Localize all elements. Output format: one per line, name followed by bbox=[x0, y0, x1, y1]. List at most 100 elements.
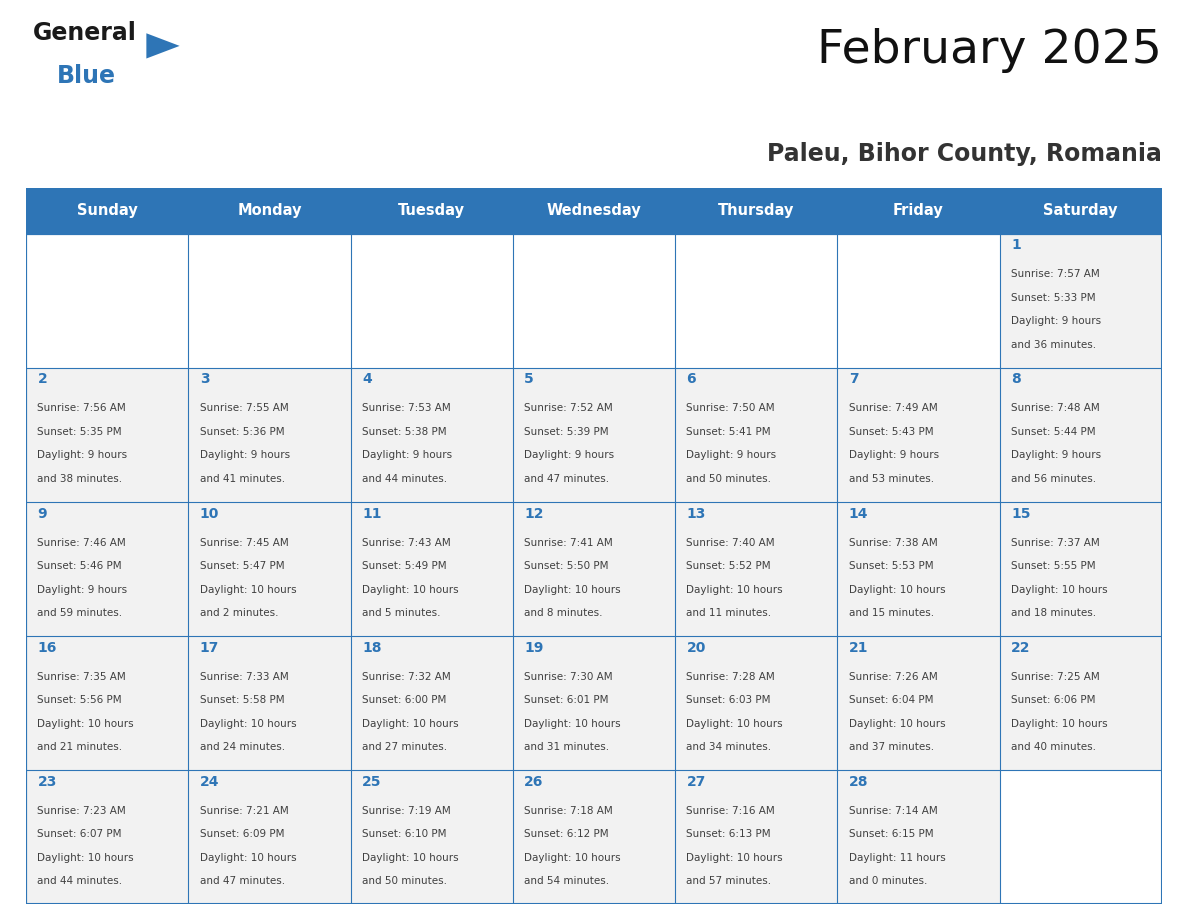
Text: Sunrise: 7:41 AM: Sunrise: 7:41 AM bbox=[524, 538, 613, 548]
Text: 23: 23 bbox=[38, 775, 57, 789]
Text: 18: 18 bbox=[362, 641, 381, 655]
Text: 19: 19 bbox=[524, 641, 544, 655]
Text: Sunset: 6:13 PM: Sunset: 6:13 PM bbox=[687, 829, 771, 839]
Text: Sunrise: 7:38 AM: Sunrise: 7:38 AM bbox=[848, 538, 937, 548]
Bar bbox=[838, 233, 999, 368]
Text: Sunrise: 7:49 AM: Sunrise: 7:49 AM bbox=[848, 404, 937, 413]
Text: Daylight: 10 hours: Daylight: 10 hours bbox=[848, 585, 946, 595]
Bar bbox=[26, 233, 189, 368]
Text: 28: 28 bbox=[848, 775, 868, 789]
Text: Sunrise: 7:48 AM: Sunrise: 7:48 AM bbox=[1011, 404, 1100, 413]
Text: Sunrise: 7:55 AM: Sunrise: 7:55 AM bbox=[200, 404, 289, 413]
Text: and 53 minutes.: and 53 minutes. bbox=[848, 474, 934, 484]
Text: 8: 8 bbox=[1011, 373, 1020, 386]
Text: Sunrise: 7:18 AM: Sunrise: 7:18 AM bbox=[524, 806, 613, 816]
Text: Daylight: 10 hours: Daylight: 10 hours bbox=[687, 719, 783, 729]
Text: and 40 minutes.: and 40 minutes. bbox=[1011, 742, 1097, 752]
Bar bbox=[26, 188, 189, 233]
Bar bbox=[189, 188, 350, 233]
Text: and 21 minutes.: and 21 minutes. bbox=[38, 742, 122, 752]
Text: Monday: Monday bbox=[238, 204, 302, 218]
Text: Wednesday: Wednesday bbox=[546, 204, 642, 218]
Text: and 59 minutes.: and 59 minutes. bbox=[38, 608, 122, 618]
Text: Daylight: 10 hours: Daylight: 10 hours bbox=[362, 719, 459, 729]
Text: Sunset: 6:04 PM: Sunset: 6:04 PM bbox=[848, 695, 934, 705]
Text: 22: 22 bbox=[1011, 641, 1030, 655]
Text: Sunrise: 7:40 AM: Sunrise: 7:40 AM bbox=[687, 538, 775, 548]
Bar bbox=[189, 368, 350, 502]
Text: and 31 minutes.: and 31 minutes. bbox=[524, 742, 609, 752]
Text: Saturday: Saturday bbox=[1043, 204, 1118, 218]
Text: Sunrise: 7:56 AM: Sunrise: 7:56 AM bbox=[38, 404, 126, 413]
Text: and 15 minutes.: and 15 minutes. bbox=[848, 608, 934, 618]
Text: and 41 minutes.: and 41 minutes. bbox=[200, 474, 285, 484]
Text: 16: 16 bbox=[38, 641, 57, 655]
Text: Sunset: 5:41 PM: Sunset: 5:41 PM bbox=[687, 427, 771, 437]
Text: and 36 minutes.: and 36 minutes. bbox=[1011, 340, 1097, 350]
Text: Daylight: 10 hours: Daylight: 10 hours bbox=[200, 853, 296, 863]
Text: Daylight: 9 hours: Daylight: 9 hours bbox=[524, 451, 614, 461]
Text: Sunset: 6:09 PM: Sunset: 6:09 PM bbox=[200, 829, 284, 839]
Text: and 37 minutes.: and 37 minutes. bbox=[848, 742, 934, 752]
Text: 10: 10 bbox=[200, 507, 219, 521]
Text: Sunset: 6:06 PM: Sunset: 6:06 PM bbox=[1011, 695, 1095, 705]
Text: 9: 9 bbox=[38, 507, 48, 521]
Text: 17: 17 bbox=[200, 641, 219, 655]
Bar bbox=[999, 770, 1162, 904]
Bar bbox=[26, 368, 189, 502]
Text: Daylight: 9 hours: Daylight: 9 hours bbox=[38, 451, 127, 461]
Text: Daylight: 10 hours: Daylight: 10 hours bbox=[1011, 719, 1107, 729]
Text: Sunrise: 7:28 AM: Sunrise: 7:28 AM bbox=[687, 672, 776, 682]
Text: Sunrise: 7:52 AM: Sunrise: 7:52 AM bbox=[524, 404, 613, 413]
Text: Sunset: 5:50 PM: Sunset: 5:50 PM bbox=[524, 561, 608, 571]
Text: Daylight: 10 hours: Daylight: 10 hours bbox=[524, 853, 621, 863]
Text: 2: 2 bbox=[38, 373, 48, 386]
Text: Sunrise: 7:50 AM: Sunrise: 7:50 AM bbox=[687, 404, 775, 413]
Text: Sunset: 6:00 PM: Sunset: 6:00 PM bbox=[362, 695, 447, 705]
Text: Sunset: 6:10 PM: Sunset: 6:10 PM bbox=[362, 829, 447, 839]
Text: 25: 25 bbox=[362, 775, 381, 789]
Text: Sunrise: 7:46 AM: Sunrise: 7:46 AM bbox=[38, 538, 126, 548]
Text: 13: 13 bbox=[687, 507, 706, 521]
Text: Daylight: 9 hours: Daylight: 9 hours bbox=[1011, 451, 1101, 461]
Bar bbox=[189, 770, 350, 904]
Text: Sunset: 6:01 PM: Sunset: 6:01 PM bbox=[524, 695, 608, 705]
Text: Daylight: 10 hours: Daylight: 10 hours bbox=[524, 585, 621, 595]
Text: and 50 minutes.: and 50 minutes. bbox=[362, 877, 447, 886]
Bar bbox=[350, 770, 513, 904]
Text: Sunset: 5:46 PM: Sunset: 5:46 PM bbox=[38, 561, 122, 571]
Text: Sunset: 5:47 PM: Sunset: 5:47 PM bbox=[200, 561, 284, 571]
Text: Daylight: 10 hours: Daylight: 10 hours bbox=[38, 853, 134, 863]
Bar bbox=[189, 233, 350, 368]
Bar bbox=[999, 368, 1162, 502]
Text: and 50 minutes.: and 50 minutes. bbox=[687, 474, 771, 484]
Text: and 11 minutes.: and 11 minutes. bbox=[687, 608, 771, 618]
Text: General: General bbox=[33, 20, 137, 45]
Bar bbox=[999, 188, 1162, 233]
Text: and 44 minutes.: and 44 minutes. bbox=[362, 474, 447, 484]
Text: Sunset: 6:03 PM: Sunset: 6:03 PM bbox=[687, 695, 771, 705]
Bar bbox=[26, 770, 189, 904]
Polygon shape bbox=[146, 33, 179, 59]
Text: 1: 1 bbox=[1011, 239, 1020, 252]
Text: 21: 21 bbox=[848, 641, 868, 655]
Text: 6: 6 bbox=[687, 373, 696, 386]
Text: Sunrise: 7:26 AM: Sunrise: 7:26 AM bbox=[848, 672, 937, 682]
Text: Thursday: Thursday bbox=[718, 204, 795, 218]
Text: Paleu, Bihor County, Romania: Paleu, Bihor County, Romania bbox=[767, 142, 1162, 166]
Text: Daylight: 11 hours: Daylight: 11 hours bbox=[848, 853, 946, 863]
Text: 11: 11 bbox=[362, 507, 381, 521]
Bar bbox=[350, 368, 513, 502]
Text: 26: 26 bbox=[524, 775, 544, 789]
Text: Daylight: 10 hours: Daylight: 10 hours bbox=[362, 853, 459, 863]
Text: Sunset: 5:52 PM: Sunset: 5:52 PM bbox=[687, 561, 771, 571]
Text: Sunrise: 7:43 AM: Sunrise: 7:43 AM bbox=[362, 538, 450, 548]
Text: and 8 minutes.: and 8 minutes. bbox=[524, 608, 602, 618]
Text: Sunrise: 7:57 AM: Sunrise: 7:57 AM bbox=[1011, 269, 1100, 279]
Text: Sunset: 6:15 PM: Sunset: 6:15 PM bbox=[848, 829, 934, 839]
Text: and 2 minutes.: and 2 minutes. bbox=[200, 608, 278, 618]
Text: 7: 7 bbox=[848, 373, 859, 386]
Text: Daylight: 9 hours: Daylight: 9 hours bbox=[1011, 317, 1101, 326]
Bar bbox=[675, 770, 838, 904]
Text: and 38 minutes.: and 38 minutes. bbox=[38, 474, 122, 484]
